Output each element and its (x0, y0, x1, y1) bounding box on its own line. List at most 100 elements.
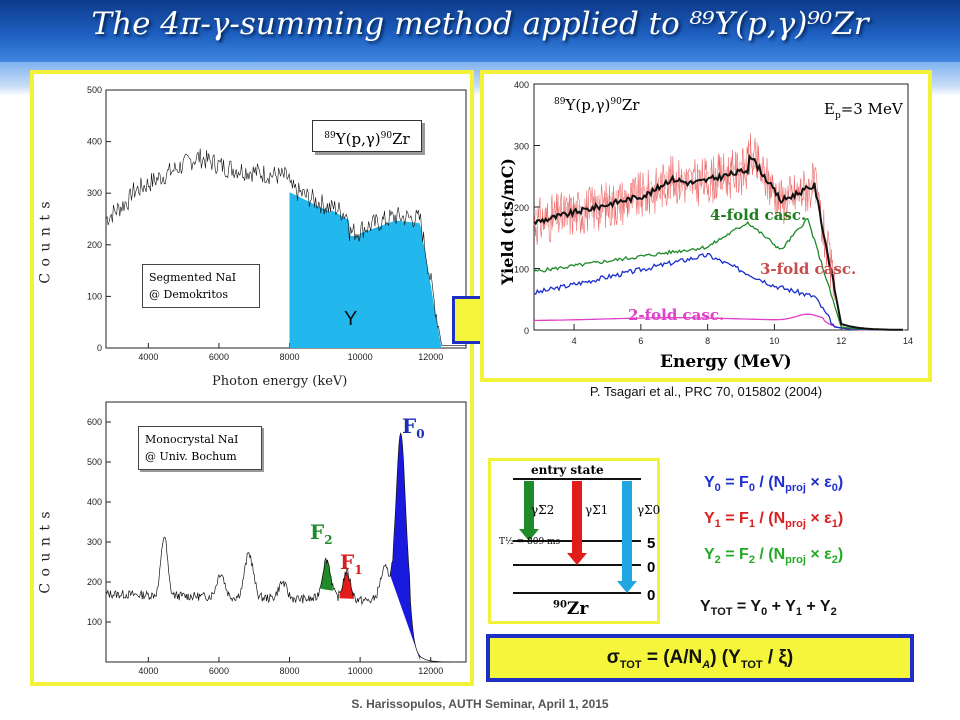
y1-rhs-sub: 1 (748, 518, 755, 531)
energy-value: =3 MeV (840, 100, 903, 118)
bottom-ylabel: C o u n t s (37, 510, 54, 594)
top-xlabel: Photon energy (keV) (212, 374, 348, 389)
y1-rhs: = F (720, 510, 749, 527)
eq-y2: Y2 = F2 / (Nproj × ε2) (704, 546, 843, 566)
gamma1-label: γΣ1 (585, 503, 609, 517)
ytot-sub0: 0 (761, 606, 768, 619)
top-ytick-label: 500 (87, 85, 102, 95)
bot-ytick-label: 500 (87, 457, 102, 467)
top-spectrum-line (105, 148, 466, 346)
yield-mass-a: 89 (554, 97, 566, 107)
yield-xlabel: Energy (MeV) (660, 352, 792, 372)
yield-xtick-label: 14 (903, 336, 913, 346)
top-peak-fill (289, 192, 442, 348)
peak-label-f2: F2 (310, 520, 333, 547)
top-xtick-label: 10000 (348, 352, 373, 362)
sigma-na: A (702, 658, 711, 671)
sigma-end: / ξ) (762, 647, 794, 668)
slide-title: The 4π-γ-summing method applied to ⁸⁹Y(p… (91, 6, 869, 42)
f0-letter: F (402, 414, 417, 438)
top-xtick-label: 12000 (418, 352, 443, 362)
peak-label-y: Y (344, 308, 358, 330)
ytot-sub1: 1 (795, 606, 802, 619)
y2-eps-sub: 2 (831, 554, 838, 567)
y1-times: × ε (805, 510, 832, 527)
arrow-gamma0-head (617, 581, 637, 593)
sigma-symbol: σ (606, 647, 620, 668)
sigma-y: ) (Y (710, 647, 741, 668)
f0-sub: 0 (416, 427, 425, 441)
nucleus-symbol: Zr (566, 599, 589, 619)
y1-lhs: Y (704, 510, 715, 527)
reaction-mass-a: 89 (324, 131, 336, 141)
yield-ytick-label: 0 (524, 326, 529, 336)
arrow-gamma2-shaft (524, 481, 534, 531)
y0-eps-sub: 0 (831, 482, 838, 495)
bot-ytick-label: 200 (87, 577, 102, 587)
yield-ytick-label: 400 (514, 80, 529, 90)
yield-mass-c: 90 (610, 97, 622, 107)
f2-peak-fill (320, 559, 333, 591)
detector-line1-top: Segmented NaI (149, 271, 237, 284)
top-xtick-label: 8000 (280, 352, 300, 362)
bot-ytick-label: 600 (87, 417, 102, 427)
yield-panel: 400 300 200 100 0 4 6 8 10 12 14 89Y(p,γ)90Zr Ep=3… (480, 70, 932, 382)
top-ylabel: C o u n t s (37, 200, 54, 284)
y2-rhs: = F (720, 546, 749, 563)
yield-core: Y(p,γ) (565, 96, 611, 114)
top-xtick-label: 6000 (209, 352, 229, 362)
series-4fold (533, 217, 903, 331)
reaction-label-box: 89Y(p,γ)90Zr (312, 120, 422, 152)
label-2fold: 2-fold casc. (628, 306, 725, 324)
y2-rhs-sub: 2 (748, 554, 755, 567)
gamma0-label: γΣ0 (637, 503, 661, 517)
peak-label-f0: F0 (402, 414, 425, 441)
level-0a-label: 0 (647, 559, 656, 576)
reference: P. Tsagari et al., PRC 70, 015802 (2004) (589, 384, 823, 399)
arrow-gamma0-shaft (622, 481, 632, 583)
y2-lhs: Y (704, 546, 715, 563)
label-3fold: 3-fold casc. (760, 260, 857, 278)
f2-letter: F (310, 520, 325, 544)
entry-state-label: entry state (531, 463, 604, 477)
reaction-mass-c: 90 (380, 131, 393, 141)
yield-xtick-label: 6 (638, 336, 643, 346)
y0-times: × ε (805, 474, 832, 491)
f1-letter: F (340, 550, 355, 574)
nucleus-mass: 90 (553, 599, 567, 611)
top-ytick-label: 0 (97, 343, 102, 353)
y0-lhs-sub: 0 (714, 482, 721, 495)
top-xtick-label: 4000 (138, 352, 158, 362)
yield-energy-label: Ep=3 MeV (824, 100, 903, 121)
y0-mid: / (N (754, 474, 786, 491)
level-scheme-diagram (513, 478, 641, 594)
bot-xtick-label: 4000 (138, 666, 158, 676)
detector-label-box-bottom: Monocrystal NaI @ Univ. Bochum (138, 426, 262, 470)
ytot-rhs: = Y (732, 598, 762, 615)
arrow-gamma1-shaft (572, 481, 582, 555)
y0-rhs-sub: 0 (748, 482, 755, 495)
ytot-lhs: Y (700, 598, 711, 615)
y0-proj: proj (785, 482, 806, 495)
ytot-plus1: + Y (767, 598, 796, 615)
yield-xtick-label: 10 (769, 336, 779, 346)
yield-reaction-label: 89Y(p,γ)90Zr (554, 96, 639, 114)
detector-line1-bottom: Monocrystal NaI (145, 433, 239, 446)
sigma-ysub: TOT (740, 658, 763, 671)
ytot-sub2: 2 (830, 606, 837, 619)
reaction-core: Y(p,γ) (335, 130, 381, 148)
level-5-label: 5 (647, 535, 656, 552)
arrow-gamma2-head (519, 529, 539, 541)
bot-xtick-label: 12000 (418, 666, 443, 676)
y1-mid: / (N (754, 510, 786, 527)
y1-eps-sub: 1 (831, 518, 838, 531)
y1-close: ) (837, 510, 844, 527)
y2-lhs-sub: 2 (714, 554, 721, 567)
eq-ytot: YTOT = Y0 + Y1 + Y2 (700, 598, 837, 618)
y2-times: × ε (805, 546, 832, 563)
bot-xtick-label: 10000 (348, 666, 373, 676)
detector-label-box-top: Segmented NaI @ Demokritos (142, 264, 260, 308)
y2-proj: proj (785, 554, 806, 567)
arrow-gamma1-head (567, 553, 587, 565)
nucleus-label: 90Zr (553, 599, 588, 619)
